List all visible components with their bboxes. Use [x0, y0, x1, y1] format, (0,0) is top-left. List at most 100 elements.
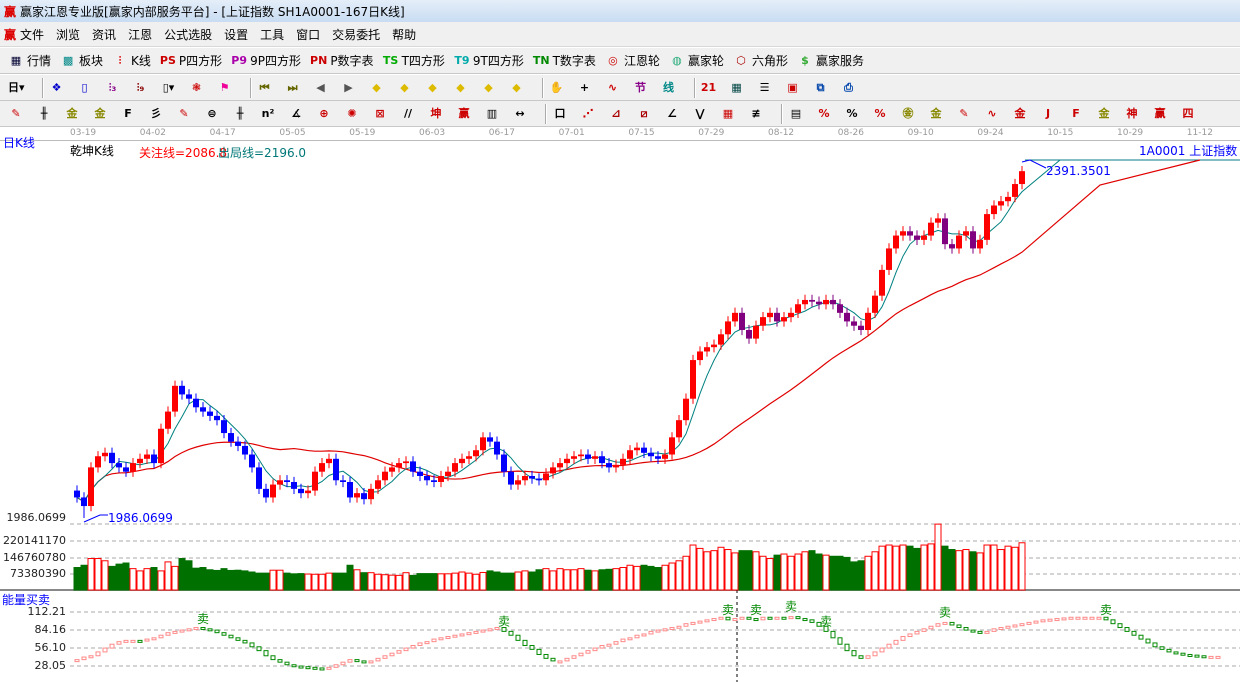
box-button[interactable]: ⊠ — [372, 106, 391, 122]
expand-v-button[interactable]: ◆ — [481, 80, 500, 96]
ying-button[interactable]: 赢 — [456, 106, 475, 122]
chart-style-button[interactable]: ❖ — [49, 80, 68, 96]
ma3-button[interactable]: ⫶₃ — [105, 80, 124, 96]
web-button[interactable]: ✺ — [344, 106, 363, 122]
fan3-button[interactable]: ⧄ — [636, 106, 655, 122]
kun-button[interactable]: 坤 — [428, 106, 447, 122]
four-angle-button[interactable]: 四 — [1180, 106, 1199, 122]
menu-item[interactable]: 交易委托 — [332, 27, 381, 42]
angle-button[interactable]: ∡ — [288, 106, 307, 122]
draw-line-button[interactable]: ∿ — [605, 80, 624, 96]
menu-item[interactable]: 江恩 — [128, 27, 153, 42]
crosshair-button[interactable]: + — [577, 80, 596, 96]
network-button[interactable]: ⧉ — [813, 80, 832, 96]
fan-button[interactable]: ⋰ — [580, 106, 599, 122]
sector-button[interactable]: ▩ 板块 — [60, 52, 103, 69]
pen-button[interactable]: ✎ — [8, 106, 27, 122]
flag-button[interactable]: ⚑ — [217, 80, 236, 96]
gold-lines-button[interactable]: 金 — [928, 106, 947, 122]
n2-button[interactable]: n² — [260, 106, 279, 122]
pen2-button[interactable]: ✎ — [176, 106, 195, 122]
menu-item[interactable]: 公式选股 — [164, 27, 213, 42]
expand-h-button[interactable]: ◆ — [425, 80, 444, 96]
slash-button[interactable]: // — [400, 106, 419, 122]
ma9-button[interactable]: ⫶₉ — [133, 80, 152, 96]
gold-angle-button[interactable]: 金 — [1096, 106, 1115, 122]
gold-circle-button[interactable]: ㊎ — [900, 106, 919, 122]
target-button[interactable]: ⊕ — [316, 106, 335, 122]
ts-button[interactable]: TS T四方形 — [383, 52, 445, 69]
next-button[interactable]: ▶ — [341, 80, 360, 96]
circle-button[interactable]: ⊜ — [204, 106, 223, 122]
print-button[interactable]: ⎙ — [841, 80, 860, 96]
shen-angle-button[interactable]: 神 — [1124, 106, 1143, 122]
gann-wheel-button[interactable]: ◎ 江恩轮 — [605, 52, 660, 69]
t9-button[interactable]: T9 9T四方形 — [454, 52, 524, 69]
expand-all-button[interactable]: ◆ — [509, 80, 528, 96]
fib-button[interactable]: F — [120, 106, 139, 122]
menu-item[interactable]: 浏览 — [56, 27, 81, 42]
left-diamond-button[interactable]: ◆ — [369, 80, 388, 96]
menu-item[interactable]: 窗口 — [296, 27, 321, 42]
calendar-button[interactable]: 21 — [701, 80, 720, 96]
gold-under-button[interactable]: 金 — [1012, 106, 1031, 122]
menu-item[interactable]: 工具 — [260, 27, 285, 42]
line-button[interactable]: 线 — [661, 80, 680, 96]
wave-button[interactable]: ∿ — [984, 106, 1003, 122]
pn-button[interactable]: PN P数字表 — [310, 52, 374, 69]
table-button[interactable]: ▤ — [788, 106, 807, 122]
gold-button[interactable]: 金 — [64, 106, 83, 122]
percent-lines-button[interactable]: % — [872, 106, 891, 122]
menu-logo-icon[interactable]: 赢 — [4, 27, 17, 42]
gann-fan-button[interactable]: ∠ — [664, 106, 683, 122]
percent-button[interactable]: % — [844, 106, 863, 122]
menu-item[interactable]: 帮助 — [392, 27, 417, 42]
j-angle-button[interactable]: J — [1040, 106, 1059, 122]
calculator-button[interactable]: ▦ — [729, 80, 748, 96]
winner-wheel-button[interactable]: ◍ 赢家轮 — [669, 52, 724, 69]
qiankun-button[interactable]: ❃ — [189, 80, 208, 96]
menu-item[interactable]: 资讯 — [92, 27, 117, 42]
menu-item[interactable]: 设置 — [224, 27, 249, 42]
gold2-button[interactable]: 金 — [92, 106, 111, 122]
kline-button[interactable]: ⫶ K线 — [112, 52, 151, 69]
fan2-button[interactable]: ⊿ — [608, 106, 627, 122]
measure-button[interactable]: ↔ — [512, 106, 531, 122]
candle-button[interactable]: ▯▾ — [161, 80, 180, 96]
last-button[interactable]: ⏭ — [285, 80, 304, 96]
percent-line-button[interactable]: % — [816, 106, 835, 122]
lines-button[interactable]: ╫ — [232, 106, 251, 122]
period-day-button[interactable]: 日▾ — [8, 80, 28, 96]
tn-button[interactable]: TN T数字表 — [533, 52, 596, 69]
spiral-button[interactable]: 彡 — [148, 106, 167, 122]
save-button[interactable]: ▣ — [785, 80, 804, 96]
hexagon-button[interactable]: ⬡ 六角形 — [733, 52, 788, 69]
grid-button[interactable]: ▥ — [484, 106, 503, 122]
shrink-button[interactable]: ◆ — [453, 80, 472, 96]
notes-button[interactable]: ▯ — [77, 80, 96, 96]
energy-bar — [830, 630, 836, 639]
ying-angle-button[interactable]: 赢 — [1152, 106, 1171, 122]
report-button[interactable]: ☰ — [757, 80, 776, 96]
menu-item[interactable]: 文件 — [20, 27, 45, 42]
marker-button[interactable]: ✎ — [956, 106, 975, 122]
hand-button[interactable]: ✋ — [549, 80, 568, 96]
prev-button[interactable]: ◀ — [313, 80, 332, 96]
indicator-name[interactable]: 乾坤K线 — [70, 144, 114, 158]
ps-button[interactable]: PS P四方形 — [160, 52, 222, 69]
first-button[interactable]: ⏮ — [257, 80, 276, 96]
section-button[interactable]: 节 — [633, 80, 652, 96]
candle — [837, 304, 843, 313]
grid2-button[interactable]: ▦ — [720, 106, 739, 122]
zigzag-button[interactable]: ⋁ — [692, 106, 711, 122]
parallel-button[interactable]: ╫ — [36, 106, 55, 122]
f-angle-button[interactable]: F — [1068, 106, 1087, 122]
right-diamond-button[interactable]: ◆ — [397, 80, 416, 96]
p9-button[interactable]: P9 9P四方形 — [231, 52, 301, 69]
dollar-button[interactable]: $ 赢家服务 — [797, 52, 864, 69]
rect-button[interactable]: 口 — [552, 106, 571, 122]
volume-bar — [878, 545, 886, 591]
quote-table-button[interactable]: ▦ 行情 — [8, 52, 51, 69]
channel-button[interactable]: ≢ — [748, 106, 767, 122]
